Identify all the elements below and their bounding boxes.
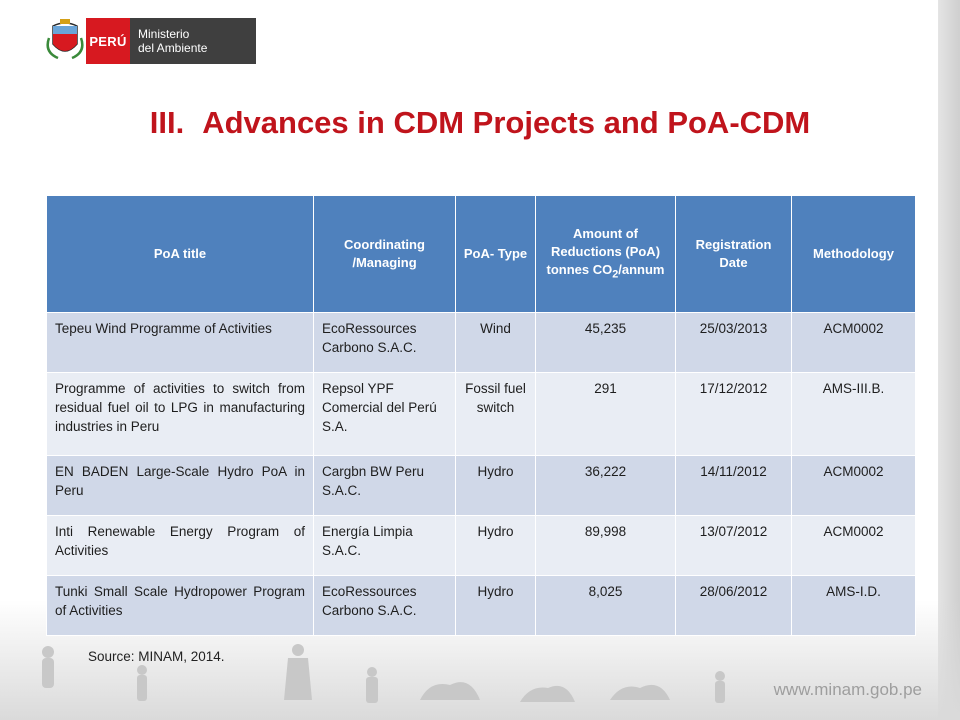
ministry-line-2: del Ambiente <box>138 41 208 55</box>
right-decor-band <box>938 0 960 720</box>
cell-registration-date: 13/07/2012 <box>675 515 792 576</box>
header-amount-text: Amount of Reductions (PoA) tonnes CO <box>546 225 661 277</box>
footer-website: www.minam.gob.pe <box>773 680 922 699</box>
cell-poa-title: EN BADEN Large-Scale Hydro PoA in Peru <box>46 455 314 516</box>
cell-methodology: ACM0002 <box>791 515 916 576</box>
table-row: Tunki Small Scale Hydropower Program of … <box>46 575 916 636</box>
cell-poa-title: Inti Renewable Energy Program of Activit… <box>46 515 314 576</box>
cell-registration-date: 28/06/2012 <box>675 575 792 636</box>
cell-poa-type: Hydro <box>455 575 536 636</box>
header-coordinating: Coordinating /Managing <box>313 195 456 313</box>
cell-amount: 291 <box>535 372 676 456</box>
section-number: III. <box>149 105 185 140</box>
title-text: Advances in CDM Projects and PoA-CDM <box>202 105 811 140</box>
cell-amount: 89,998 <box>535 515 676 576</box>
page-title: III. Advances in CDM Projects and PoA-CDM <box>0 105 960 141</box>
cell-registration-date: 17/12/2012 <box>675 372 792 456</box>
header-poa-type: PoA- Type <box>455 195 536 313</box>
cell-poa-title: Tunki Small Scale Hydropower Program of … <box>46 575 314 636</box>
cell-methodology: ACM0002 <box>791 312 916 373</box>
header-amount-subscript: 2 <box>612 268 619 281</box>
cell-amount: 45,235 <box>535 312 676 373</box>
ministry-line-1: Ministerio <box>138 27 190 41</box>
cell-poa-title: Programme of activities to switch from r… <box>46 372 314 456</box>
cell-coordinating: Cargbn BW Peru S.A.C. <box>313 455 456 516</box>
cell-amount: 36,222 <box>535 455 676 516</box>
cell-poa-type: Hydro <box>455 515 536 576</box>
cell-amount: 8,025 <box>535 575 676 636</box>
cell-methodology: AMS-I.D. <box>791 575 916 636</box>
cell-coordinating: EcoRessources Carbono S.A.C. <box>313 575 456 636</box>
cell-registration-date: 25/03/2013 <box>675 312 792 373</box>
ministry-logo: PERÚ Ministerio del Ambiente <box>44 18 256 64</box>
table-row: Programme of activities to switch from r… <box>46 372 916 456</box>
cell-poa-type: Wind <box>455 312 536 373</box>
cell-methodology: ACM0002 <box>791 455 916 516</box>
cell-coordinating: EcoRessources Carbono S.A.C. <box>313 312 456 373</box>
table-row: Inti Renewable Energy Program of Activit… <box>46 515 916 576</box>
header-methodology: Methodology <box>791 195 916 313</box>
table-row: Tepeu Wind Programme of Activities EcoRe… <box>46 312 916 373</box>
poa-table: PoA title Coordinating /Managing PoA- Ty… <box>46 195 916 636</box>
peru-label: PERÚ <box>86 18 130 64</box>
cell-coordinating: Repsol YPF Comercial del Perú S.A. <box>313 372 456 456</box>
header-amount: Amount of Reductions (PoA) tonnes CO2/an… <box>535 195 676 313</box>
cell-poa-type: Fossil fuel switch <box>455 372 536 456</box>
header-amount-suffix: /annum <box>618 261 665 277</box>
header-registration-date: Registration Date <box>675 195 792 313</box>
cell-methodology: AMS-III.B. <box>791 372 916 456</box>
cell-poa-title: Tepeu Wind Programme of Activities <box>46 312 314 373</box>
source-note: Source: MINAM, 2014. <box>88 649 225 664</box>
cell-registration-date: 14/11/2012 <box>675 455 792 516</box>
table-header-row: PoA title Coordinating /Managing PoA- Ty… <box>46 195 916 313</box>
cell-poa-type: Hydro <box>455 455 536 516</box>
ministry-name: Ministerio del Ambiente <box>130 18 256 64</box>
cell-coordinating: Energía Limpia S.A.C. <box>313 515 456 576</box>
people-silhouettes-decoration <box>42 644 725 703</box>
coat-of-arms-icon <box>44 18 86 64</box>
header-poa-title: PoA title <box>46 195 314 313</box>
table-row: EN BADEN Large-Scale Hydro PoA in Peru C… <box>46 455 916 516</box>
